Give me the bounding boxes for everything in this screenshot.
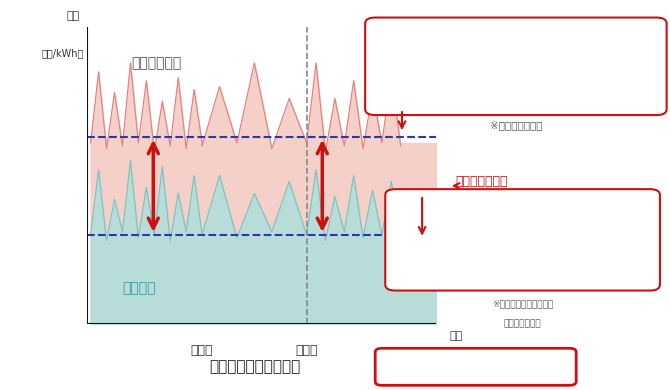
Text: 基準価格－参照価格＝: 基準価格－参照価格＝ bbox=[209, 359, 300, 374]
Text: プレミアム単価: プレミアム単価 bbox=[444, 359, 508, 374]
Text: 補助後の収入: 補助後の収入 bbox=[131, 56, 182, 70]
Text: 市場取引等の: 市場取引等の bbox=[500, 206, 545, 220]
Text: 価格: 価格 bbox=[66, 11, 80, 21]
Text: ※市場取引等の期待収入: ※市場取引等の期待収入 bbox=[492, 300, 553, 309]
Text: １ヶ月: １ヶ月 bbox=[191, 344, 213, 358]
Text: １ヶ月: １ヶ月 bbox=[295, 344, 318, 358]
Text: 市場価格: 市場価格 bbox=[123, 281, 156, 295]
Text: ※あらかじめ設定: ※あらかじめ設定 bbox=[490, 120, 542, 130]
Text: 補助後の期待収入: 補助後の期待収入 bbox=[486, 41, 546, 54]
Text: （円/kWh）: （円/kWh） bbox=[42, 48, 84, 58]
Text: 時間: 時間 bbox=[450, 331, 463, 340]
Text: の変動等に連動: の変動等に連動 bbox=[504, 319, 541, 328]
Text: 期待収入: 期待収入 bbox=[508, 229, 537, 242]
Text: （参照価格）: （参照価格） bbox=[502, 253, 543, 266]
Text: 〈基準価格〈FIP価格〉〉: 〈基準価格〈FIP価格〉〉 bbox=[472, 70, 559, 83]
Text: プレミアム単価: プレミアム単価 bbox=[456, 176, 508, 188]
